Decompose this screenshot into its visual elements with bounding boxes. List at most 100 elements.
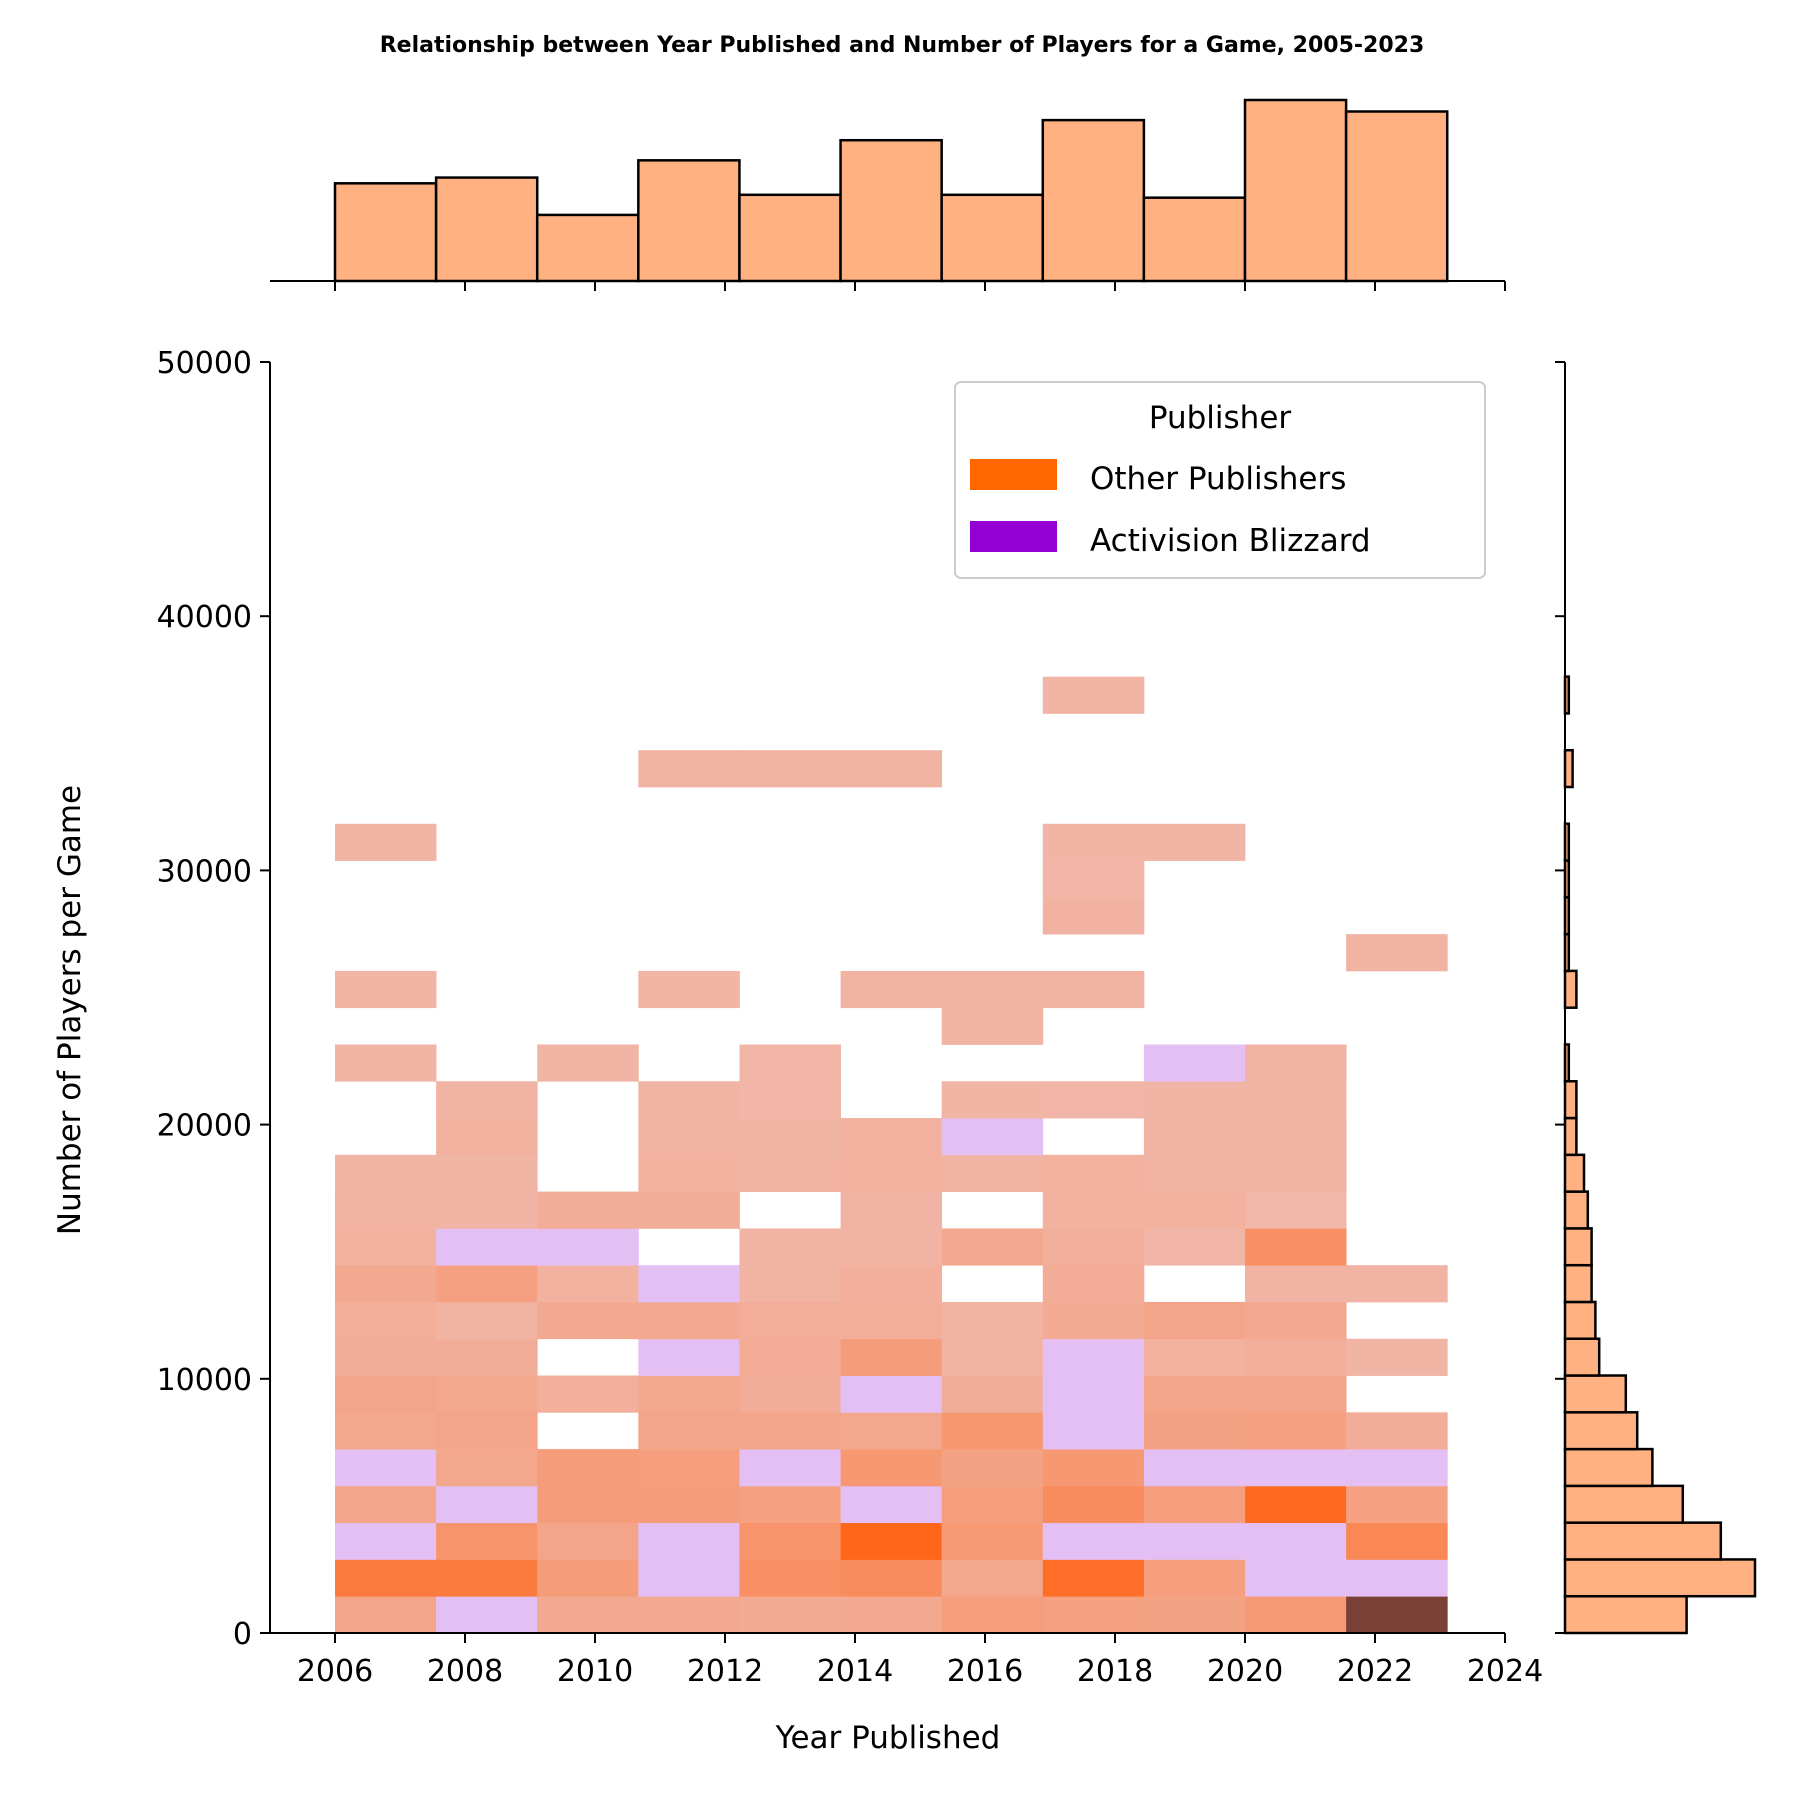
heatmap-cell bbox=[436, 1485, 538, 1524]
heatmap-cell bbox=[537, 1559, 639, 1597]
heatmap-cell bbox=[1245, 1118, 1347, 1156]
heatmap-cell bbox=[941, 1522, 1044, 1560]
heatmap-cell bbox=[537, 1301, 639, 1340]
top-marginal-bar bbox=[1344, 110, 1449, 283]
heatmap-cell bbox=[638, 1375, 740, 1413]
heatmap-cell bbox=[1042, 1485, 1145, 1524]
legend-swatch-activision-blizzard bbox=[970, 521, 1057, 552]
heatmap-cell bbox=[739, 1449, 841, 1487]
heatmap-cell bbox=[1143, 1449, 1246, 1487]
heatmap-cell bbox=[1245, 1338, 1347, 1376]
heatmap-cell bbox=[537, 1522, 639, 1560]
heatmap-cell bbox=[1042, 676, 1145, 714]
heatmap-cell bbox=[537, 1265, 639, 1303]
x-tick-label: 2016 bbox=[947, 1654, 1023, 1689]
heatmap-cell bbox=[1143, 1154, 1246, 1193]
heatmap-cell bbox=[739, 1485, 841, 1524]
heatmap-cell bbox=[436, 1265, 538, 1303]
heatmap-cell bbox=[638, 970, 740, 1009]
heatmap-cell bbox=[1143, 1081, 1246, 1119]
heatmap-cell bbox=[1042, 1265, 1145, 1303]
right-marginal-bar bbox=[1563, 1521, 1723, 1561]
heatmap-cell bbox=[739, 1265, 841, 1303]
heatmap-cell bbox=[638, 1338, 740, 1376]
heatmap-cell bbox=[436, 1596, 538, 1634]
y-tick-label: 20000 bbox=[157, 1109, 252, 1144]
heatmap-cell bbox=[335, 970, 437, 1009]
heatmap-cell bbox=[1346, 1522, 1448, 1560]
heatmap-cell bbox=[436, 1118, 538, 1156]
heatmap-cell bbox=[335, 1522, 437, 1560]
heatmap-cell bbox=[436, 1154, 538, 1193]
heatmap-cell bbox=[436, 1375, 538, 1413]
heatmap-cell bbox=[1143, 1412, 1246, 1450]
heatmap-cell bbox=[1042, 897, 1145, 935]
heatmap-cell bbox=[638, 1596, 740, 1634]
heatmap-cell bbox=[638, 1265, 740, 1303]
heatmap-cell bbox=[941, 1596, 1044, 1634]
heatmap-cell bbox=[739, 1412, 841, 1450]
heatmap-cell bbox=[941, 970, 1044, 1009]
heatmap-cell bbox=[1245, 1191, 1347, 1229]
heatmap-cell bbox=[638, 1522, 740, 1560]
heatmap-cell bbox=[335, 1375, 437, 1413]
heatmap-cell bbox=[739, 1559, 841, 1597]
heatmap-cell bbox=[638, 1449, 740, 1487]
heatmap-cell bbox=[739, 1338, 841, 1376]
x-tick-label: 2020 bbox=[1207, 1654, 1283, 1689]
heatmap-cell bbox=[638, 1559, 740, 1597]
heatmap-cell bbox=[1143, 1485, 1246, 1524]
heatmap-cell bbox=[1143, 1375, 1246, 1413]
heatmap-cell bbox=[436, 1412, 538, 1450]
heatmap-cells bbox=[335, 676, 1448, 1634]
heatmap-cell bbox=[335, 1449, 437, 1487]
heatmap-cell bbox=[1245, 1154, 1347, 1193]
heatmap-cell bbox=[840, 1596, 943, 1634]
x-tick-label: 2012 bbox=[687, 1654, 763, 1689]
heatmap-cell bbox=[1346, 1449, 1448, 1487]
heatmap-cell bbox=[1143, 1559, 1246, 1597]
legend-title: Publisher bbox=[1149, 400, 1292, 436]
heatmap-cell bbox=[1245, 1265, 1347, 1303]
heatmap-cell bbox=[840, 750, 943, 788]
heatmap-cell bbox=[436, 1191, 538, 1229]
heatmap-cell bbox=[1346, 1485, 1448, 1524]
heatmap-cell bbox=[840, 1265, 943, 1303]
heatmap-cell bbox=[1245, 1522, 1347, 1560]
right-marginal-bar bbox=[1563, 1374, 1628, 1414]
x-tick-label: 2008 bbox=[427, 1654, 503, 1689]
heatmap-cell bbox=[537, 1375, 639, 1413]
right-marginal-bar bbox=[1563, 1300, 1597, 1340]
y-axis-label: Number of Players per Game bbox=[52, 785, 88, 1235]
right-marginal-bar bbox=[1563, 1594, 1688, 1635]
heatmap-cell bbox=[840, 1338, 943, 1376]
heatmap-cell bbox=[638, 1485, 740, 1524]
heatmap-cell bbox=[941, 1301, 1044, 1340]
heatmap-cell bbox=[1042, 1228, 1145, 1266]
heatmap-cell bbox=[436, 1449, 538, 1487]
heatmap-cell bbox=[840, 1191, 943, 1229]
heatmap-cell bbox=[1346, 1412, 1448, 1450]
heatmap-cell bbox=[1042, 1596, 1145, 1634]
heatmap-cell bbox=[335, 1485, 437, 1524]
right-marginal-bar bbox=[1563, 1484, 1685, 1524]
heatmap-cell bbox=[335, 1412, 437, 1450]
heatmap-cell bbox=[1042, 1375, 1145, 1413]
heatmap-cell bbox=[1143, 1118, 1246, 1156]
heatmap-cell bbox=[1245, 1412, 1347, 1450]
heatmap-cell bbox=[739, 1154, 841, 1193]
y-tick-label: 30000 bbox=[157, 854, 252, 889]
heatmap-cell bbox=[739, 1081, 841, 1119]
right-marginal-bar bbox=[1563, 1080, 1578, 1120]
top-marginal-bar bbox=[1142, 196, 1247, 283]
right-marginal-bar bbox=[1563, 1411, 1639, 1451]
heatmap-cell bbox=[436, 1559, 538, 1597]
heatmap-cell bbox=[638, 1301, 740, 1340]
heatmap-cell bbox=[941, 1081, 1044, 1119]
heatmap-cell bbox=[840, 1412, 943, 1450]
heatmap-cell bbox=[436, 1301, 538, 1340]
heatmap-cell bbox=[840, 1522, 943, 1560]
top-marginal-bar bbox=[940, 193, 1045, 283]
heatmap-cell bbox=[739, 1596, 841, 1634]
